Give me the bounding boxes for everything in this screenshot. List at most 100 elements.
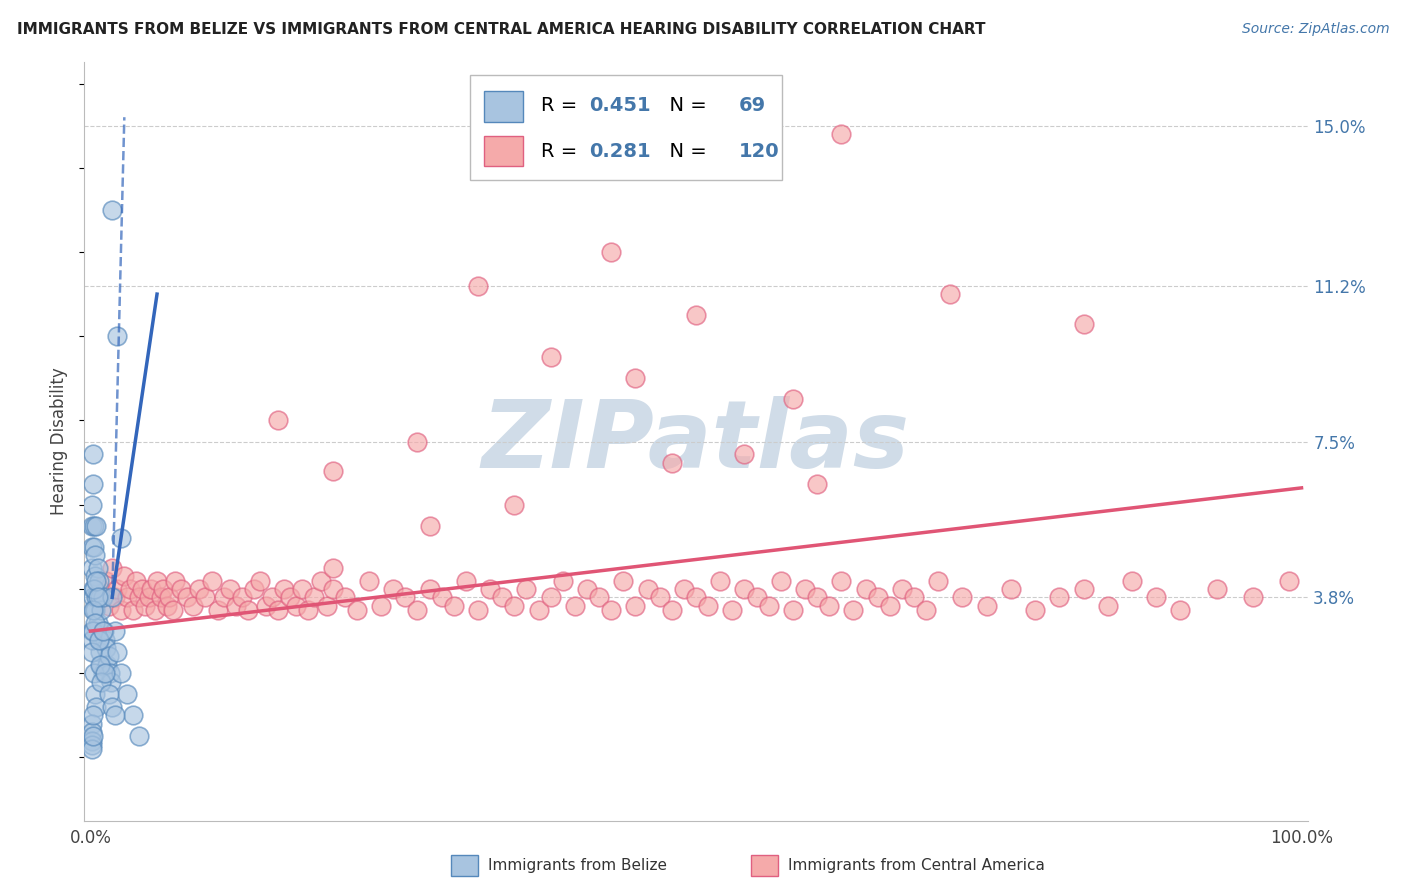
Point: [267, 413, 290, 427]
Point: [1000, 582, 1022, 596]
Point: [84, 548, 107, 563]
Text: IMMIGRANTS FROM BELIZE VS IMMIGRANTS FROM CENTRAL AMERICA HEARING DISABILITY COR: IMMIGRANTS FROM BELIZE VS IMMIGRANTS FRO…: [17, 22, 986, 37]
Point: [733, 582, 755, 596]
Point: [1278, 574, 1301, 588]
Point: [86, 615, 108, 630]
Point: [128, 730, 150, 744]
Point: [467, 278, 489, 293]
Point: [454, 574, 477, 588]
Point: [115, 591, 138, 605]
Point: [82, 591, 104, 605]
Point: [890, 582, 912, 596]
Point: [322, 582, 344, 596]
Point: [794, 582, 817, 596]
FancyBboxPatch shape: [484, 136, 523, 166]
Point: [83, 518, 105, 533]
Point: [105, 329, 128, 343]
Point: [101, 561, 124, 575]
Point: [82, 624, 104, 639]
Point: [149, 591, 172, 605]
Point: [96, 640, 118, 655]
Point: [80, 624, 103, 639]
Text: Source: ZipAtlas.com: Source: ZipAtlas.com: [1241, 22, 1389, 37]
Point: [1121, 574, 1143, 588]
Point: [97, 649, 120, 664]
Point: [90, 603, 112, 617]
Point: [207, 603, 229, 617]
Point: [146, 574, 169, 588]
Point: [527, 603, 550, 617]
Point: [278, 591, 301, 605]
Point: [540, 591, 562, 605]
Point: [80, 540, 103, 554]
Point: [503, 498, 526, 512]
FancyBboxPatch shape: [451, 855, 478, 876]
Point: [91, 624, 114, 639]
Point: [370, 599, 392, 613]
Point: [346, 603, 368, 617]
Point: [236, 603, 259, 617]
Point: [1144, 591, 1167, 605]
Point: [200, 574, 222, 588]
FancyBboxPatch shape: [484, 91, 523, 121]
Point: [406, 434, 429, 449]
Text: 0.281: 0.281: [589, 142, 651, 161]
Point: [357, 574, 380, 588]
Point: [90, 657, 112, 672]
Point: [157, 591, 180, 605]
Point: [100, 674, 122, 689]
Point: [855, 582, 877, 596]
Point: [624, 599, 647, 613]
Point: [1073, 317, 1095, 331]
Point: [121, 603, 143, 617]
Point: [91, 666, 114, 681]
Point: [322, 561, 344, 575]
Point: [125, 574, 148, 588]
Point: [503, 599, 526, 613]
Point: [467, 603, 489, 617]
Point: [143, 603, 166, 617]
Point: [110, 532, 132, 546]
Text: N =: N =: [657, 142, 713, 161]
Point: [82, 730, 104, 744]
Point: [96, 574, 118, 588]
Point: [866, 591, 889, 605]
Point: [97, 599, 120, 613]
Point: [104, 591, 127, 605]
Point: [86, 591, 108, 605]
Point: [80, 561, 103, 575]
Point: [83, 603, 105, 617]
Point: [105, 645, 128, 659]
Point: [91, 591, 114, 605]
Text: Immigrants from Central America: Immigrants from Central America: [787, 858, 1045, 873]
Text: ZIPatlas: ZIPatlas: [482, 395, 910, 488]
Point: [90, 674, 112, 689]
Point: [315, 599, 337, 613]
Point: [1047, 591, 1070, 605]
Point: [101, 591, 124, 605]
Point: [624, 371, 647, 385]
Point: [733, 447, 755, 461]
Point: [128, 591, 150, 605]
Point: [564, 599, 586, 613]
Point: [1170, 603, 1192, 617]
Point: [285, 599, 308, 613]
FancyBboxPatch shape: [751, 855, 778, 876]
Point: [165, 574, 187, 588]
Point: [721, 603, 744, 617]
Point: [89, 582, 111, 596]
Point: [782, 392, 804, 407]
Point: [86, 574, 108, 588]
Point: [194, 591, 217, 605]
Point: [94, 632, 117, 647]
Point: [515, 582, 537, 596]
Point: [1073, 582, 1095, 596]
Point: [110, 666, 132, 681]
Point: [93, 624, 115, 639]
Point: [443, 599, 465, 613]
Point: [94, 666, 117, 681]
Point: [104, 624, 127, 639]
Point: [648, 591, 671, 605]
Point: [1241, 591, 1264, 605]
Point: [430, 591, 453, 605]
